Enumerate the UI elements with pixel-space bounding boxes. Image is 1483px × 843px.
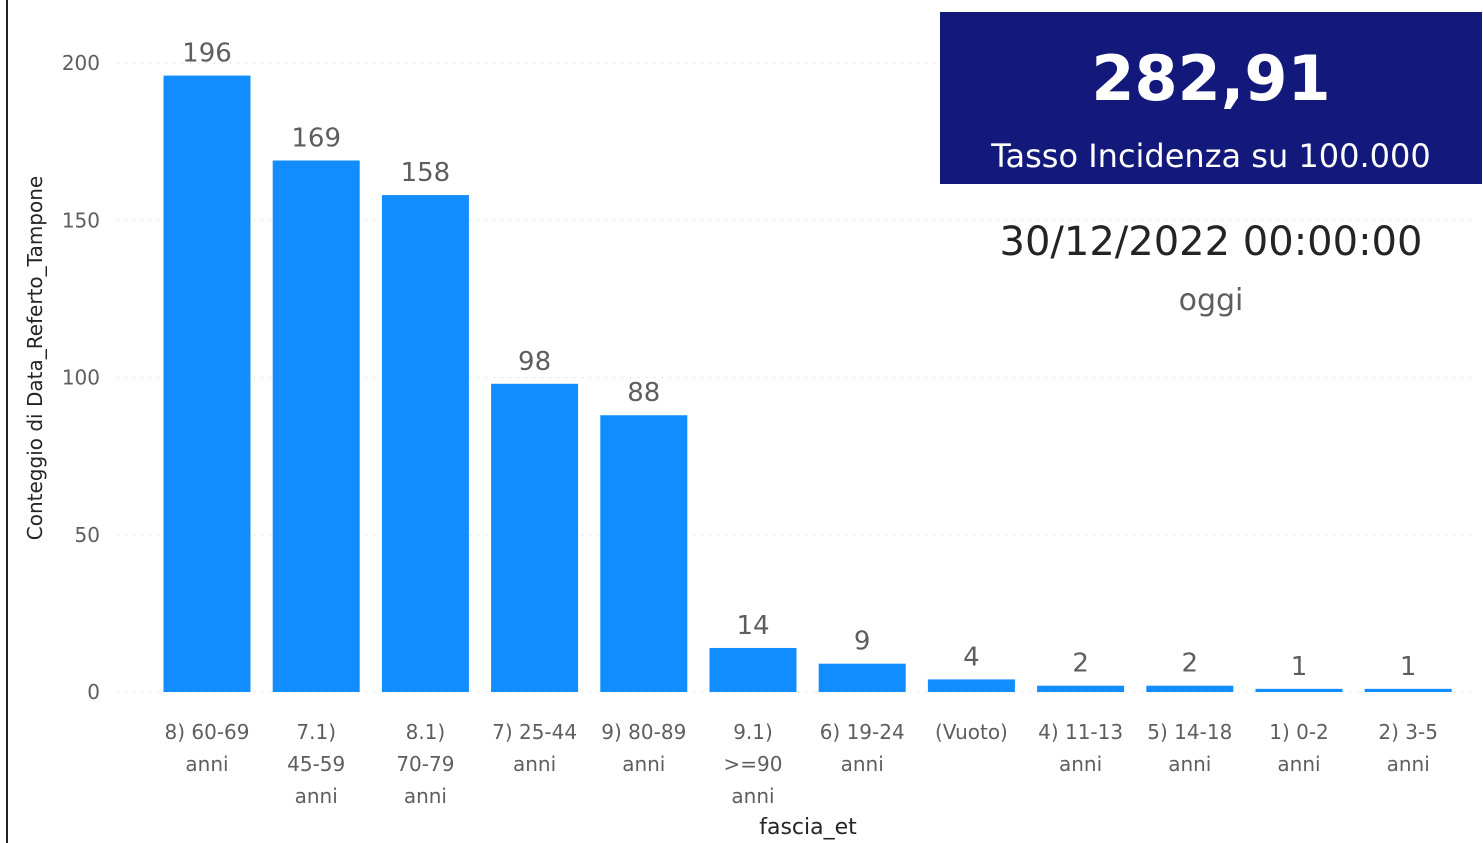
- x-tick-label: anni: [295, 784, 338, 808]
- bar: [381, 195, 469, 692]
- data-label: 14: [736, 611, 769, 641]
- x-axis-title: fascia_et: [759, 815, 857, 840]
- bar: [491, 383, 579, 692]
- bar: [927, 679, 1015, 692]
- x-tick-label: 7) 25-44: [492, 720, 577, 744]
- data-label: 98: [518, 347, 551, 377]
- x-tick-label: 1) 0-2: [1269, 720, 1329, 744]
- bar: [818, 663, 906, 692]
- x-tick-label: 4) 11-13: [1038, 720, 1123, 744]
- x-tick-label: (Vuoto): [935, 720, 1008, 744]
- x-tick-label: anni: [1387, 752, 1430, 776]
- data-label: 158: [401, 158, 451, 188]
- x-tick-label: 6) 19-24: [820, 720, 905, 744]
- x-tick-label: anni: [185, 752, 228, 776]
- bar: [600, 415, 688, 692]
- y-tick-label: 100: [62, 366, 100, 390]
- data-label: 1: [1400, 652, 1417, 682]
- x-tick-label: anni: [513, 752, 556, 776]
- x-tick-label: 45-59: [287, 752, 345, 776]
- x-tick-label: 8) 60-69: [165, 720, 250, 744]
- x-tick-label: anni: [731, 784, 774, 808]
- x-tick-label: 5) 14-18: [1147, 720, 1232, 744]
- bar: [1364, 688, 1452, 692]
- left-border: [6, 0, 8, 843]
- x-tick-label: anni: [1059, 752, 1102, 776]
- y-tick-label: 0: [87, 680, 100, 704]
- x-tick-label: anni: [1277, 752, 1320, 776]
- data-label: 1: [1291, 652, 1308, 682]
- bar: [163, 75, 251, 692]
- kpi-label: Tasso Incidenza su 100.000: [991, 137, 1431, 175]
- kpi-card: 282,91 Tasso Incidenza su 100.000: [940, 12, 1482, 184]
- y-tick-label: 50: [75, 523, 100, 547]
- x-tick-label: 9) 80-89: [601, 720, 686, 744]
- bar: [1146, 685, 1234, 692]
- x-tick-label: anni: [622, 752, 665, 776]
- bar: [272, 160, 360, 692]
- date-value: 30/12/2022 00:00:00: [999, 219, 1423, 265]
- bar: [709, 647, 797, 692]
- x-tick-label: 2) 3-5: [1378, 720, 1438, 744]
- x-tick-label: 7.1): [296, 720, 336, 744]
- data-label: 2: [1072, 649, 1089, 679]
- x-tick-label: 8.1): [406, 720, 446, 744]
- data-label: 88: [627, 378, 660, 408]
- date-label: oggi: [1178, 283, 1244, 318]
- data-label: 196: [182, 39, 232, 69]
- x-tick-label: 9.1): [733, 720, 773, 744]
- data-label: 4: [963, 642, 980, 672]
- data-label: 2: [1182, 649, 1199, 679]
- x-tick-label: 70-79: [396, 752, 454, 776]
- bar: [1037, 685, 1125, 692]
- y-axis-title: Conteggio di Data_Referto_Tampone: [23, 176, 47, 540]
- kpi-value: 282,91: [1091, 42, 1331, 115]
- x-tick-label: anni: [841, 752, 884, 776]
- x-tick-label: anni: [404, 784, 447, 808]
- y-tick-label: 150: [62, 208, 100, 232]
- y-tick-label: 200: [62, 51, 100, 75]
- data-label: 9: [854, 627, 871, 657]
- x-tick-label: anni: [1168, 752, 1211, 776]
- x-tick-label: >=90: [724, 752, 783, 776]
- bar: [1255, 688, 1343, 692]
- data-label: 169: [291, 123, 341, 153]
